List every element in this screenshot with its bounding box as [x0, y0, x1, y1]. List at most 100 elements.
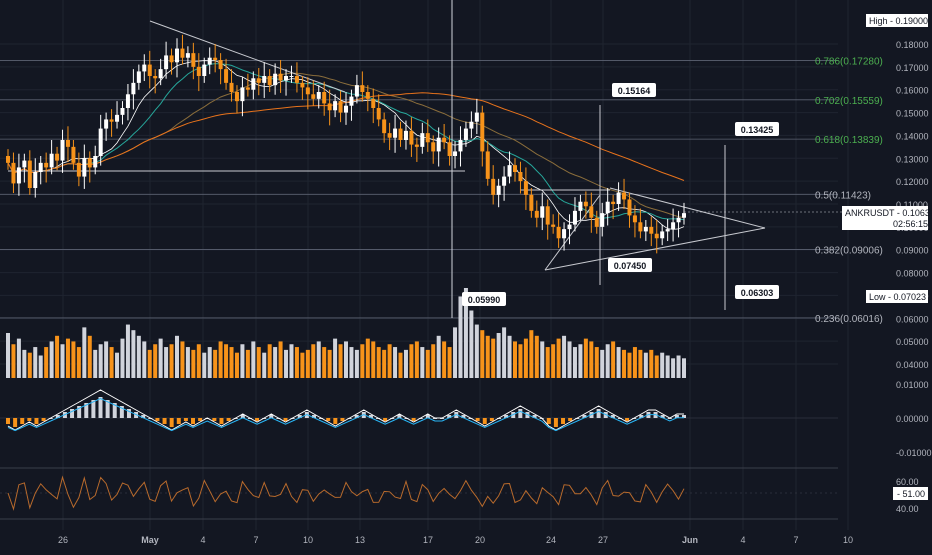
macd-histogram-bar	[91, 400, 96, 418]
macd-histogram-bar	[411, 418, 416, 421]
candle-body	[305, 87, 310, 95]
candle-body	[376, 108, 381, 120]
candle-body	[344, 105, 348, 113]
macd-line	[7, 389, 684, 431]
macd-histogram-bar	[283, 418, 288, 421]
candle-body	[583, 201, 588, 207]
candle-body	[273, 73, 278, 86]
volume-bar	[115, 352, 120, 378]
volume-bar	[491, 338, 496, 378]
volume-bar	[104, 341, 109, 378]
triangle-upper-line	[609, 187, 766, 229]
volume-bar	[93, 349, 98, 378]
time-axis[interactable]: 26 May 4 7 10 13 17 20 24 27 Jun 4 7 10	[58, 535, 853, 545]
price-tick-label: 0.14000	[896, 131, 929, 141]
macd-histogram-bar	[84, 403, 89, 418]
macd-histogram-bar	[489, 418, 494, 421]
candle-body	[256, 78, 261, 83]
volume-bar	[262, 352, 267, 378]
volume-bar	[447, 347, 452, 378]
candle-body	[513, 165, 517, 172]
volume-bar	[671, 358, 676, 378]
candle-body	[442, 137, 447, 143]
price-axis[interactable]: 0.18000 0.17000 0.16000 0.15000 0.14000 0.130…	[684, 14, 932, 514]
macd-histogram-bar	[105, 400, 110, 418]
rsi-value-tag	[893, 487, 928, 500]
candle-body	[414, 144, 419, 147]
volume-bar	[142, 341, 147, 378]
time-tick-label: 13	[355, 535, 365, 545]
candle-body	[638, 222, 643, 232]
volume-bar	[180, 341, 185, 378]
price-tick-label: 0.04000	[896, 360, 929, 370]
volume-bar	[169, 344, 174, 378]
fib-label: 0.786(0.17280)	[815, 56, 883, 67]
macd-signal-line	[7, 398, 684, 432]
macd-histogram-bar	[368, 415, 373, 418]
candle-body	[284, 76, 289, 81]
volume-bar	[496, 333, 501, 378]
candle-body	[218, 60, 223, 70]
macd-histogram-bar	[141, 415, 146, 418]
volume-bar	[480, 330, 485, 378]
volume-bar	[474, 324, 479, 378]
macd-histogram-bar	[532, 415, 537, 418]
macd-histogram-bar	[397, 415, 402, 418]
macd-histogram-bar	[169, 418, 174, 427]
volume-bar	[436, 335, 441, 378]
candle-body	[185, 53, 190, 58]
candle-body	[474, 112, 479, 122]
volume-bar	[398, 352, 403, 378]
volume-bar	[273, 347, 278, 378]
callout-label: 0.06303	[741, 288, 774, 298]
volume-bar	[213, 349, 218, 378]
candle-body	[398, 128, 403, 140]
candle-body	[545, 206, 550, 225]
volume-bar	[649, 349, 654, 378]
volume-bar	[643, 352, 648, 378]
candle-body	[65, 140, 70, 147]
volume-bar	[16, 338, 21, 378]
fib-label: 0.5(0.11423)	[815, 190, 871, 201]
candle-body	[578, 201, 583, 211]
candle-body	[27, 160, 32, 188]
volume-bar	[616, 347, 621, 378]
candle-body	[245, 87, 250, 90]
volume-bar	[518, 344, 523, 378]
grid-lines	[0, 0, 849, 530]
volume-bar	[147, 349, 152, 378]
volume-bar	[311, 344, 316, 378]
volume-bar	[240, 344, 245, 378]
last-price-tag	[842, 206, 928, 230]
candle-body	[567, 224, 572, 230]
macd-histogram-bar	[340, 418, 345, 421]
volume-bar	[284, 349, 289, 378]
time-tick-label: 10	[303, 535, 313, 545]
volume-bar	[485, 335, 490, 378]
volume-bar	[540, 341, 545, 378]
macd-histogram-bar	[176, 418, 181, 424]
candle-body	[431, 142, 436, 152]
volume-bar	[327, 349, 332, 378]
candle-body	[76, 162, 81, 177]
macd-histogram-bar	[383, 418, 388, 421]
candle-body	[349, 96, 354, 106]
macd-histogram-bar	[660, 415, 665, 418]
macd-histogram-bar	[98, 397, 103, 418]
price-tick-label: 0.13000	[896, 154, 929, 164]
macd-histogram-bar	[77, 406, 82, 418]
volume-bar	[175, 335, 179, 378]
price-tick-label: 0.05000	[896, 337, 929, 347]
macd-histogram-bar	[582, 415, 587, 418]
rsi-tick-label: 60.00	[896, 477, 919, 487]
candle-body	[354, 85, 359, 97]
price-tick-label: 0.18000	[896, 40, 929, 50]
candle-body	[316, 92, 321, 99]
time-tick-label: Jun	[682, 535, 698, 545]
volume-bar	[218, 341, 223, 378]
time-tick-label: 7	[793, 535, 798, 545]
candle-body	[93, 156, 98, 168]
volume-bar	[365, 338, 370, 378]
macd-histogram-bar	[13, 418, 18, 427]
